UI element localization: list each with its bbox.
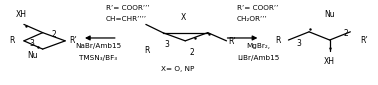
Text: XH: XH — [15, 10, 26, 19]
Text: X= O, NP: X= O, NP — [161, 66, 194, 72]
Text: 2: 2 — [343, 29, 348, 38]
Text: R’: R’ — [70, 36, 77, 45]
Text: NaBr/Amb15: NaBr/Amb15 — [75, 43, 121, 49]
Text: LiBr/Amb15: LiBr/Amb15 — [237, 55, 280, 61]
Text: R: R — [144, 46, 150, 55]
Text: R’= COOR’’’: R’= COOR’’’ — [106, 5, 149, 11]
Text: XH: XH — [324, 57, 335, 66]
Text: R: R — [9, 36, 14, 45]
Text: CH₂OR’’’: CH₂OR’’’ — [237, 16, 268, 22]
Text: R: R — [275, 36, 280, 45]
Text: R’= COOR’’: R’= COOR’’ — [237, 5, 279, 11]
Text: R’: R’ — [228, 37, 236, 46]
Text: 3: 3 — [30, 39, 35, 48]
Text: 3: 3 — [165, 40, 170, 49]
Text: 2: 2 — [190, 48, 194, 57]
Text: MgBr₂,: MgBr₂, — [246, 43, 270, 49]
Text: X: X — [180, 12, 186, 22]
Text: R’: R’ — [360, 36, 368, 45]
Text: 3: 3 — [296, 39, 301, 48]
Text: Nu: Nu — [324, 10, 335, 19]
Text: Nu: Nu — [27, 51, 37, 60]
Text: 2: 2 — [51, 30, 56, 39]
Text: TMSN₃/BF₃: TMSN₃/BF₃ — [79, 55, 117, 61]
Text: CH=CHR’’’’: CH=CHR’’’’ — [106, 16, 147, 22]
